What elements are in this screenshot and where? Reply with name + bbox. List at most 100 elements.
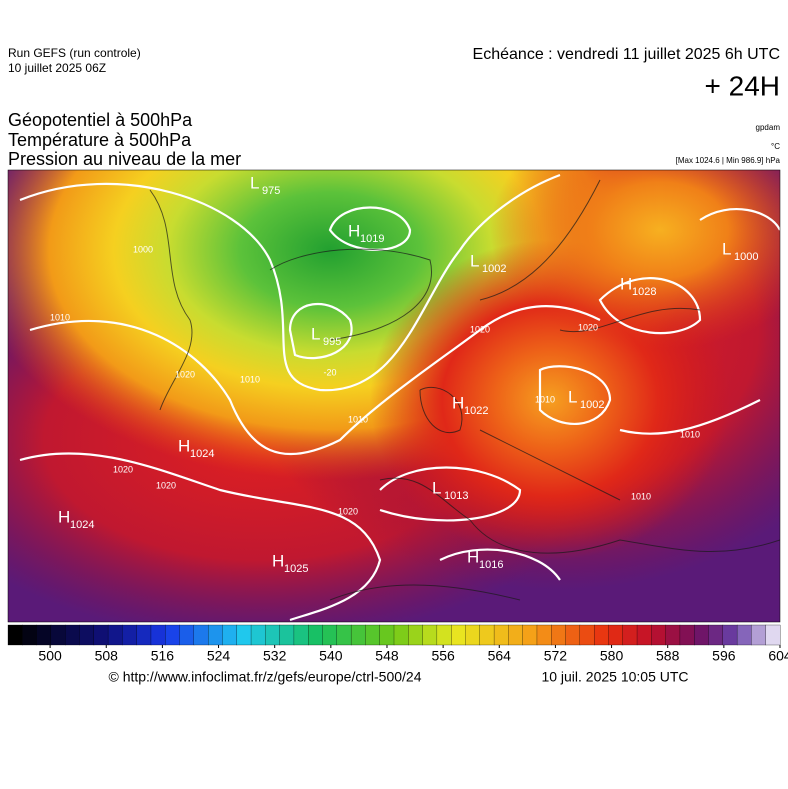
colorbar-tick-label: 588 xyxy=(656,648,680,664)
generated-time: 10 juil. 2025 10:05 UTC xyxy=(541,669,688,685)
colorbar-swatch xyxy=(308,624,323,646)
colorbar-swatch xyxy=(622,624,638,646)
system-pressure: 1019 xyxy=(360,233,384,245)
colorbar-swatch xyxy=(665,624,681,646)
isobar-label: 1010 xyxy=(348,414,368,424)
isobar-label: 1010 xyxy=(631,491,651,501)
colorbar-tick-label: 532 xyxy=(263,648,287,664)
unit-label: °C xyxy=(771,142,780,151)
system-pressure: 1025 xyxy=(284,563,308,575)
colorbar-swatch xyxy=(751,624,767,646)
system-pressure: 1028 xyxy=(632,286,656,298)
map-field xyxy=(8,170,780,622)
system-pressure: 975 xyxy=(262,185,280,197)
colorbar-swatch xyxy=(408,624,424,646)
valid-time: Echéance : vendredi 11 juillet 2025 6h U… xyxy=(473,46,780,63)
colorbar-swatch xyxy=(179,624,195,646)
colorbar-tick-label: 540 xyxy=(319,648,343,664)
system-letter: H xyxy=(272,551,284,570)
unit-label: gpdam xyxy=(756,123,781,132)
colorbar-swatch xyxy=(593,624,609,646)
system-pressure: 1022 xyxy=(464,405,488,417)
colorbar-swatch xyxy=(465,624,481,646)
system-pressure: 1013 xyxy=(444,490,468,502)
colorbar-swatch xyxy=(694,624,709,646)
colorbar-tick-label: 580 xyxy=(600,648,624,664)
isobar-label: 1010 xyxy=(240,374,260,384)
colorbar-tick-label: 508 xyxy=(95,648,119,664)
colorbar-swatch xyxy=(36,624,52,646)
colorbar-tick-label: 524 xyxy=(207,648,231,664)
isobar-label: 1020 xyxy=(470,324,490,334)
system-letter: L xyxy=(311,324,320,343)
system-pressure: 1000 xyxy=(734,251,758,263)
colorbar-swatch xyxy=(279,624,295,646)
isobar-label: 1010 xyxy=(535,394,555,404)
colorbar-swatch xyxy=(493,624,509,646)
field-label: Température à 500hPa xyxy=(8,130,192,150)
colorbar-swatch xyxy=(7,624,23,646)
isobar-label: 1020 xyxy=(338,506,358,516)
isobar-label: 1000 xyxy=(133,244,153,254)
system-pressure: 995 xyxy=(323,336,341,348)
colorbar-tick-label: 604 xyxy=(768,648,788,664)
colorbar-swatch xyxy=(193,624,209,646)
isobar-label: -20 xyxy=(323,367,336,377)
colorbar-swatch xyxy=(107,624,123,646)
isobar-label: 1020 xyxy=(578,322,598,332)
colorbar-tick-label: 548 xyxy=(375,648,399,664)
system-letter: H xyxy=(178,436,190,455)
colorbar-swatch xyxy=(93,624,109,646)
colorbar-swatch xyxy=(222,624,238,646)
colorbar-swatch xyxy=(136,624,152,646)
colorbar-swatch xyxy=(122,624,138,646)
isobars xyxy=(19,173,780,622)
colorbar-swatch xyxy=(765,624,781,646)
colorbar-swatch xyxy=(508,624,524,646)
system-letter: H xyxy=(452,393,464,412)
system-letter: H xyxy=(620,274,632,293)
colorbar-swatch xyxy=(365,624,381,646)
system-pressure: 1024 xyxy=(190,448,214,460)
system-letter: L xyxy=(470,251,479,270)
colorbar-swatch xyxy=(50,624,66,646)
colorbar-swatch xyxy=(250,624,266,646)
colorbar-swatch xyxy=(722,624,738,646)
colorbar-swatch xyxy=(536,624,552,646)
colorbar-swatch xyxy=(322,624,338,646)
colorbar-swatch xyxy=(150,624,166,646)
colorbar-swatch xyxy=(165,624,181,646)
isobar-label: 1020 xyxy=(156,480,176,490)
colorbar-swatch xyxy=(236,624,252,646)
colorbar-swatch xyxy=(479,624,495,646)
colorbar-swatch xyxy=(565,624,581,646)
system-pressure: 1002 xyxy=(482,263,506,275)
system-pressure: 1024 xyxy=(70,519,94,531)
colorbar-swatch xyxy=(393,624,409,646)
colorbar-swatch xyxy=(451,624,466,646)
colorbar-swatch xyxy=(22,624,38,646)
colorbar-swatch xyxy=(422,624,438,646)
system-letter: L xyxy=(250,173,259,192)
isobar-label: 1010 xyxy=(680,429,700,439)
isobar-label: 1020 xyxy=(113,464,133,474)
colorbar-swatch xyxy=(65,624,80,646)
colorbar-swatch xyxy=(265,624,281,646)
colorbar-swatch xyxy=(679,624,695,646)
system-letter: L xyxy=(568,387,577,406)
field-label: Pression au niveau de la mer xyxy=(8,149,241,169)
system-letter: H xyxy=(58,507,70,526)
colorbar-swatch xyxy=(551,624,567,646)
system-pressure: 1016 xyxy=(479,559,503,571)
colorbar-tick-label: 596 xyxy=(712,648,736,664)
system-pressure: 1002 xyxy=(580,399,604,411)
run-date: 10 juillet 2025 06Z xyxy=(8,61,106,75)
colorbar-tick-label: 500 xyxy=(38,648,62,664)
isobar-label: 1010 xyxy=(50,312,70,322)
colorbar-swatch xyxy=(608,624,624,646)
system-letter: H xyxy=(348,221,360,240)
system-letter: L xyxy=(432,478,441,497)
map-frame xyxy=(7,169,781,623)
source-link: © http://www.infoclimat.fr/z/gefs/europe… xyxy=(108,669,421,685)
